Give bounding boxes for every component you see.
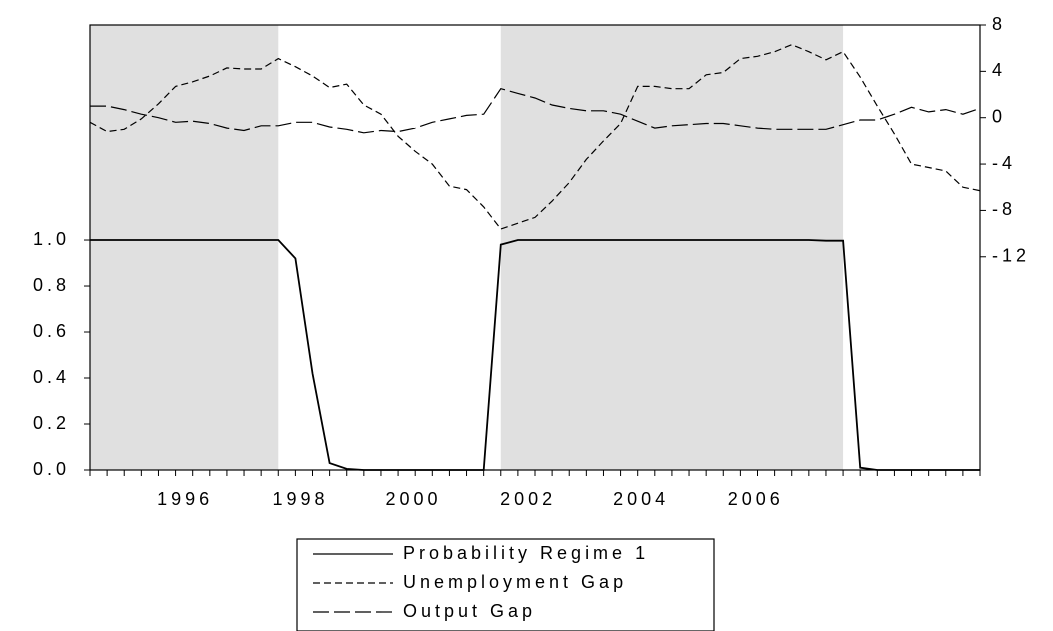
y2-tick-label: -4 <box>992 153 1016 173</box>
legend-label: Probability Regime 1 <box>403 543 649 563</box>
axes-layer: 0.0 0.2 0.4 0.6 0.8 1.0 8 4 0 -4 -8 -12 1996 1998 2000… <box>33 14 1030 509</box>
shading-layer <box>90 25 844 470</box>
y2-tick-label: 4 <box>992 60 1006 80</box>
x-tick-label: 2002 <box>500 489 556 509</box>
x-tick-label: 2006 <box>728 489 784 509</box>
y-tick-label: 0.4 <box>33 367 70 387</box>
y-tick-label: 0.6 <box>33 321 70 341</box>
x-tick-label: 2000 <box>385 489 441 509</box>
series-line <box>90 239 980 471</box>
y2-tick-label: 0 <box>992 106 1006 126</box>
legend-label: Unemployment Gap <box>403 572 627 592</box>
y-tick-label: 0.0 <box>33 459 70 479</box>
y2-tick-label: -8 <box>992 199 1016 219</box>
y-tick-label: 1.0 <box>33 229 70 249</box>
y2-tick-label: 8 <box>992 14 1006 34</box>
x-tick-label: 1998 <box>272 489 328 509</box>
y-tick-label: 0.8 <box>33 275 70 295</box>
shaded-region <box>90 25 279 470</box>
x-tick-label: 2004 <box>613 489 669 509</box>
series-line <box>90 88 981 134</box>
series-line <box>89 44 981 230</box>
lines-layer <box>89 44 981 471</box>
legend: Probability Regime 1 Unemployment Gap Outp… <box>313 543 649 621</box>
x-tick-label: 1996 <box>157 489 213 509</box>
y2-tick-label: -12 <box>992 246 1030 266</box>
legend-label: Output Gap <box>403 601 536 621</box>
shaded-region <box>500 25 844 470</box>
y-tick-label: 0.2 <box>33 413 70 433</box>
